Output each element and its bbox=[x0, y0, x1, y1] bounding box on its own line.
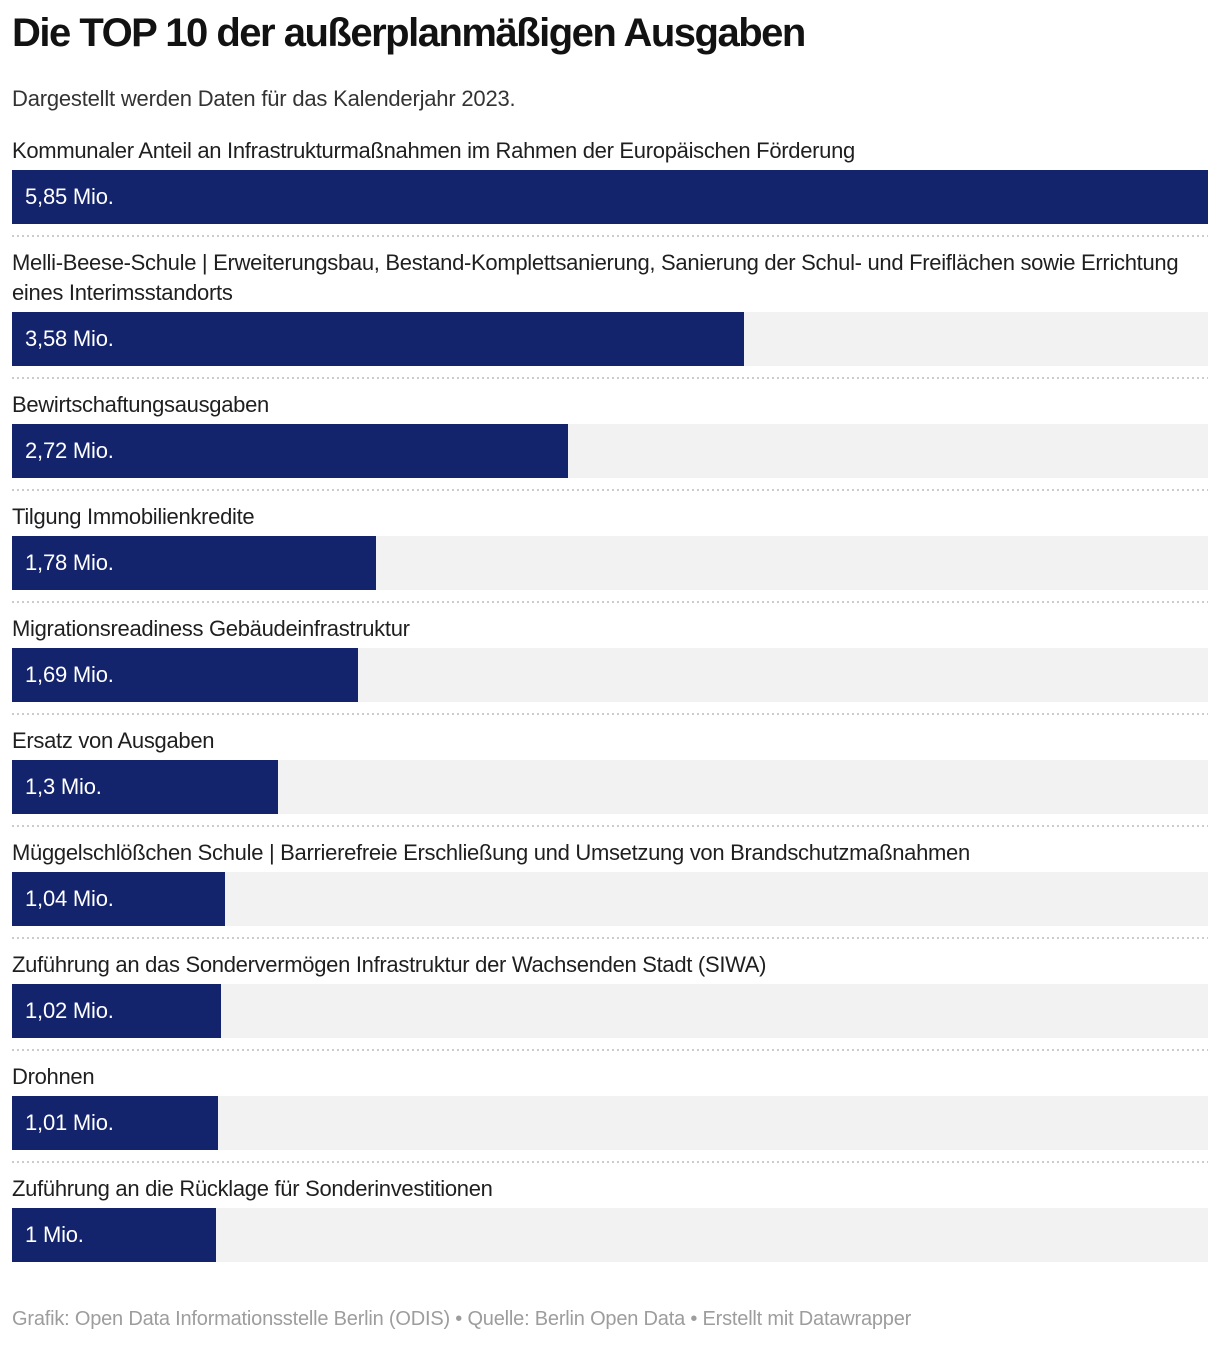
bar-track: 3,58 Mio. bbox=[12, 312, 1208, 366]
bar: 1,69 Mio. bbox=[12, 648, 358, 702]
bar-track: 1,3 Mio. bbox=[12, 760, 1208, 814]
row-separator bbox=[12, 601, 1208, 603]
bar-value-label: 1,69 Mio. bbox=[25, 662, 114, 687]
bar-label: Tilgung Immobilienkredite bbox=[12, 504, 255, 529]
bar-label: Müggelschlößchen Schule | Barrierefreie … bbox=[12, 840, 970, 865]
bar: 1,01 Mio. bbox=[12, 1096, 219, 1150]
bar-track: 5,85 Mio. bbox=[12, 170, 1208, 224]
bar-track: 1 Mio. bbox=[12, 1208, 1208, 1262]
chart-row: Kommunaler Anteil an Infrastrukturmaßnah… bbox=[12, 136, 1208, 224]
row-separator bbox=[12, 377, 1208, 379]
bar: 1 Mio. bbox=[12, 1208, 217, 1262]
chart-row: Drohnen 1,01 Mio. bbox=[12, 1062, 1208, 1150]
chart-subtitle: Dargestellt werden Daten für das Kalende… bbox=[12, 86, 516, 111]
chart-row: Zuführung an die Rücklage für Sonderinve… bbox=[12, 1174, 1208, 1262]
bar: 5,85 Mio. bbox=[12, 170, 1208, 224]
chart-row: Melli-Beese-Schule | Erweiterungsbau, Be… bbox=[12, 248, 1208, 366]
bar-track: 1,02 Mio. bbox=[12, 984, 1208, 1038]
bar-label: Migrationsreadiness Gebäudeinfrastruktur bbox=[12, 616, 410, 641]
bar-track: 1,69 Mio. bbox=[12, 648, 1208, 702]
chart-row: Zuführung an das Sondervermögen Infrastr… bbox=[12, 950, 1208, 1038]
bar-track: 2,72 Mio. bbox=[12, 424, 1208, 478]
chart-row: Müggelschlößchen Schule | Barrierefreie … bbox=[12, 838, 1208, 926]
chart-title: Die TOP 10 der außerplanmäßigen Ausgaben bbox=[12, 11, 806, 55]
bar-value-label: 1,04 Mio. bbox=[25, 886, 114, 911]
row-separator bbox=[12, 825, 1208, 827]
bar: 3,58 Mio. bbox=[12, 312, 744, 366]
chart-footer: Grafik: Open Data Informationsstelle Ber… bbox=[12, 1306, 1208, 1333]
bar: 1,3 Mio. bbox=[12, 760, 278, 814]
chart-row: Ersatz von Ausgaben 1,3 Mio. bbox=[12, 726, 1208, 814]
bar-label: Drohnen bbox=[12, 1064, 95, 1089]
row-separator bbox=[12, 713, 1208, 715]
bar: 2,72 Mio. bbox=[12, 424, 569, 478]
bar-label: Ersatz von Ausgaben bbox=[12, 728, 215, 753]
bar-value-label: 5,85 Mio. bbox=[25, 184, 114, 209]
chart-row: Migrationsreadiness Gebäudeinfrastruktur… bbox=[12, 614, 1208, 702]
bar-value-label: 3,58 Mio. bbox=[25, 326, 114, 351]
row-separator bbox=[12, 235, 1208, 237]
bar-label: Kommunaler Anteil an Infrastrukturmaßnah… bbox=[12, 138, 855, 163]
bar-value-label: 1,3 Mio. bbox=[25, 774, 102, 799]
bar-chart: Kommunaler Anteil an Infrastrukturmaßnah… bbox=[12, 136, 1208, 1262]
bar-value-label: 1,02 Mio. bbox=[25, 998, 114, 1023]
bar-value-label: 1 Mio. bbox=[25, 1222, 84, 1247]
chart-row: Tilgung Immobilienkredite 1,78 Mio. bbox=[12, 502, 1208, 590]
row-separator bbox=[12, 1161, 1208, 1163]
bar: 1,78 Mio. bbox=[12, 536, 376, 590]
bar-label: Zuführung an das Sondervermögen Infrastr… bbox=[12, 952, 767, 977]
attribution-text: Grafik: Open Data Informationsstelle Ber… bbox=[12, 1308, 912, 1330]
bar: 1,04 Mio. bbox=[12, 872, 225, 926]
row-separator bbox=[12, 937, 1208, 939]
bar-value-label: 1,78 Mio. bbox=[25, 550, 114, 575]
bar-label: Bewirtschaftungsausgaben bbox=[12, 392, 269, 417]
bar-track: 1,04 Mio. bbox=[12, 872, 1208, 926]
bar-value-label: 2,72 Mio. bbox=[25, 438, 114, 463]
bar-label: Melli-Beese-Schule | Erweiterungsbau, Be… bbox=[12, 250, 1179, 305]
bar-label: Zuführung an die Rücklage für Sonderinve… bbox=[12, 1176, 493, 1201]
bar: 1,02 Mio. bbox=[12, 984, 221, 1038]
bar-track: 1,01 Mio. bbox=[12, 1096, 1208, 1150]
bar-value-label: 1,01 Mio. bbox=[25, 1110, 114, 1135]
chart-row: Bewirtschaftungsausgaben 2,72 Mio. bbox=[12, 390, 1208, 478]
row-separator bbox=[12, 489, 1208, 491]
row-separator bbox=[12, 1049, 1208, 1051]
bar-track: 1,78 Mio. bbox=[12, 536, 1208, 590]
